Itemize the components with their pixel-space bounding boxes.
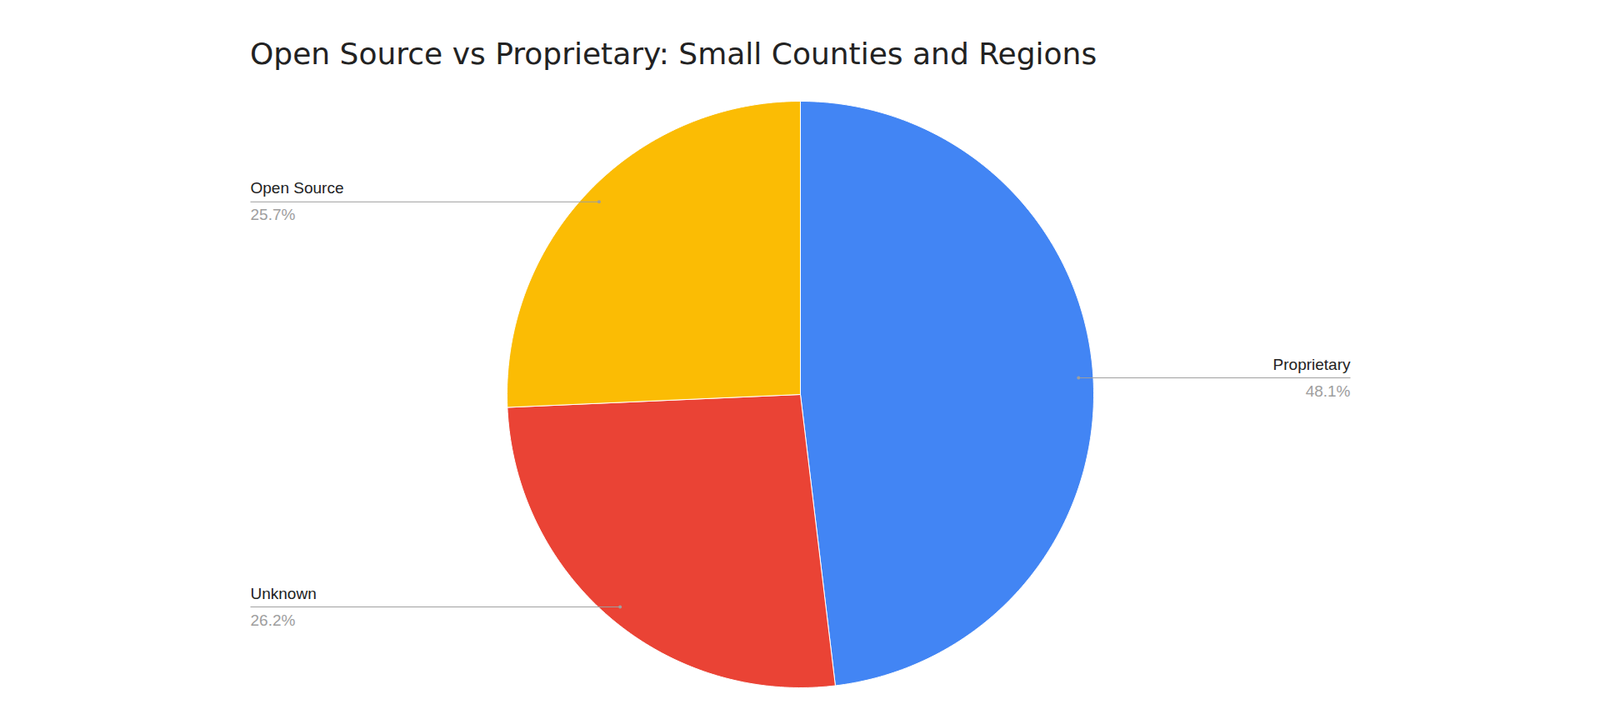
svg-text:Unknown: Unknown <box>250 585 317 603</box>
svg-text:26.2%: 26.2% <box>250 611 296 630</box>
svg-text:48.1%: 48.1% <box>1305 382 1351 400</box>
svg-text:Proprietary: Proprietary <box>1273 355 1351 374</box>
html-text:Open Source vs Proprietary: Sm: Open Source vs Proprietary: Small Counti… <box>250 36 1097 71</box>
svg-text:25.7%: 25.7% <box>250 205 296 224</box>
svg-text:Open Source: Open Source <box>250 179 345 197</box>
